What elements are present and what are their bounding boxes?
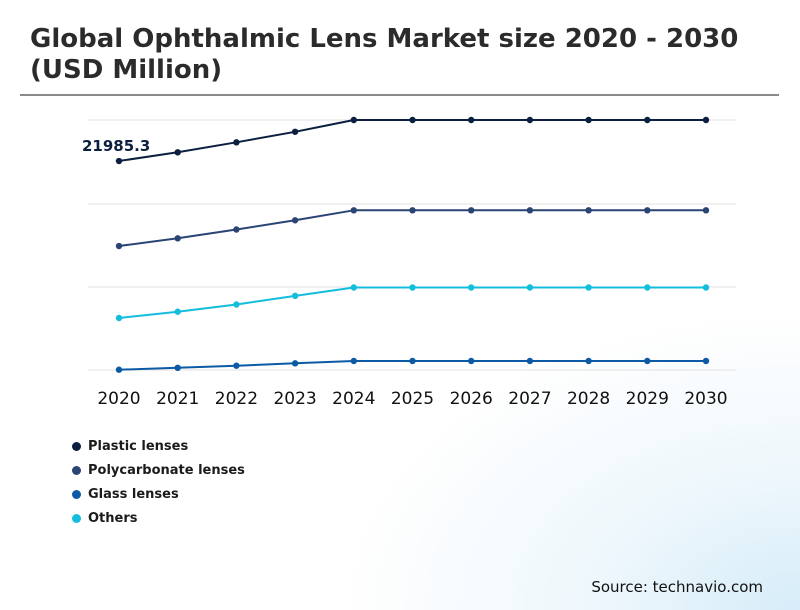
data-point [702,284,710,291]
data-point [644,357,651,365]
x-tick-label: 2025 [391,389,434,409]
data-point [409,207,416,214]
data-point [526,116,534,124]
x-tick-label: 2026 [450,389,493,409]
data-point [115,157,123,165]
data-point [644,116,651,124]
data-point [644,207,651,214]
x-tick-label: 2024 [332,389,375,409]
data-point [585,284,592,291]
series-polycarbonate-lenses [115,207,710,250]
data-labels: 21985.3 [82,137,150,155]
legend-label: Others [88,510,138,526]
legend-item: Glass lenses [72,482,245,506]
data-point [526,284,534,291]
x-tick-label: 2030 [684,389,727,409]
legend-marker [72,489,81,499]
data-point [702,207,710,214]
x-tick-label: 2027 [508,389,551,409]
data-point [409,357,416,365]
data-point [174,308,181,315]
legend-item: Others [72,506,245,530]
data-point [468,207,475,214]
legend-marker [72,513,81,523]
x-tick-label: 2028 [567,389,610,409]
source-note: Source: technavio.com [591,578,763,596]
x-tick-label: 2023 [273,389,316,409]
series-line [118,209,706,247]
series-plastic-lenses [115,116,710,165]
data-point [468,357,475,365]
data-point [585,116,592,124]
series-glass-lenses [115,357,710,373]
series-others [115,284,710,322]
series-line [118,119,706,162]
data-point [291,360,299,367]
data-point [174,235,181,242]
chart-title: Global Ophthalmic Lens Market size 2020 … [30,24,739,85]
data-point [350,357,357,365]
data-point [291,128,299,135]
x-tick-label: 2020 [97,389,140,409]
series-line [118,286,706,319]
data-point [409,116,416,124]
chart-legend: Plastic lenses Polycarbonate lenses Glass … [72,434,245,530]
gridlines [88,119,736,371]
data-point [350,207,357,214]
series-lines [115,116,710,373]
data-point [350,284,357,291]
legend-label: Polycarbonate lenses [88,462,245,478]
legend-label: Glass lenses [88,486,179,502]
data-point [233,139,240,146]
x-tick-label: 2029 [626,389,669,409]
data-point [291,292,299,300]
legend-item: Polycarbonate lenses [72,458,245,482]
data-label: 21985.3 [82,137,150,155]
legend-label: Plastic lenses [88,438,189,454]
legend-item: Plastic lenses [72,434,245,458]
line-chart: 21985.3 2020 2021 2022 2023 2024 2025 2026 2027… [82,116,736,409]
data-point [585,207,592,214]
data-point [174,364,181,372]
data-point [526,357,534,365]
data-point [468,116,475,124]
x-axis: 2020 2021 2022 2023 2024 2025 2026 2027 2028 2029… [97,389,727,409]
data-point [468,284,475,291]
x-tick-label: 2021 [156,389,199,409]
data-point [115,366,123,373]
data-point [702,357,710,365]
data-point [409,284,416,291]
legend-marker [72,441,81,451]
data-point [115,314,123,322]
data-point [644,284,651,291]
data-point [585,357,592,365]
data-point [174,149,181,156]
x-tick-label: 2022 [215,389,258,409]
data-point [233,362,240,369]
data-point [233,301,240,308]
data-point [233,226,240,233]
data-point [350,116,357,124]
data-point [526,207,534,214]
title-divider [20,94,779,96]
data-point [115,242,123,250]
legend-marker [72,465,81,475]
data-point [702,116,710,124]
data-point [291,217,299,224]
